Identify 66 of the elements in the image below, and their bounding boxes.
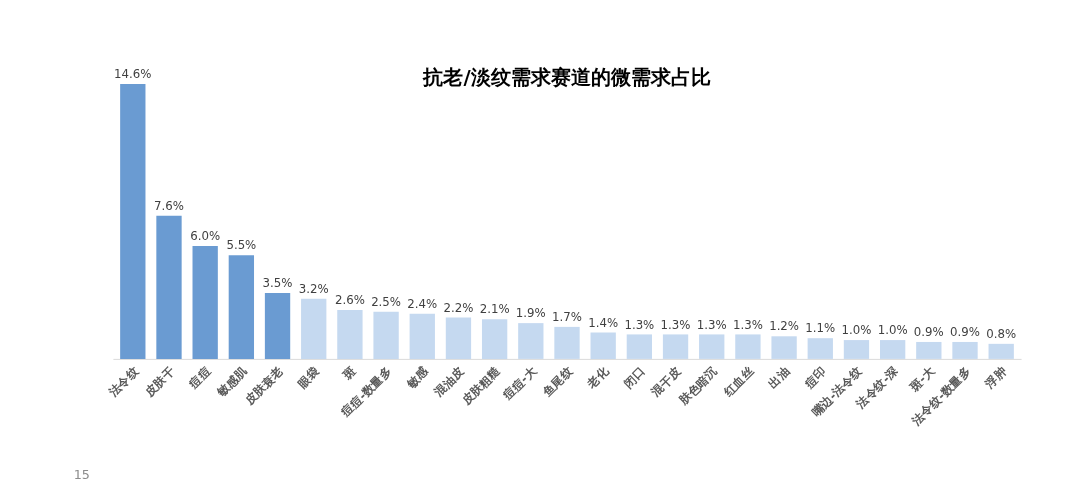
chart-title: 抗老/淡纹需求赛道的微需求占比 (422, 65, 711, 89)
bar (228, 255, 255, 359)
bar (518, 323, 544, 359)
text: 15 (73, 466, 90, 482)
bar (626, 334, 653, 359)
data-label: 1.2% (769, 319, 800, 334)
data-label: 0.9% (950, 325, 980, 340)
data-label: 1.3% (624, 317, 655, 332)
data-label: 0.8% (986, 326, 1017, 341)
bar (699, 334, 725, 359)
data-label: 1.4% (588, 315, 619, 330)
bar (771, 336, 797, 359)
data-label: 2.1% (479, 302, 510, 317)
x-tick-label: 红血丝 (720, 363, 757, 400)
x-tick-label: 痘印 (801, 363, 829, 392)
bar (192, 245, 218, 359)
data-label: 2.4% (407, 296, 438, 311)
data-label: 6.0% (190, 229, 221, 244)
bar (481, 319, 508, 359)
bar (554, 326, 580, 359)
data-label: 1.1% (805, 321, 836, 336)
bar (445, 317, 472, 359)
bar (988, 343, 1014, 359)
data-label: 1.0% (877, 323, 908, 338)
x-tick-label: 斑 (339, 363, 359, 383)
bar (843, 340, 870, 359)
bar (301, 298, 327, 359)
x-tick-label: 敏感 (403, 363, 432, 392)
data-label: 3.5% (262, 276, 293, 291)
bar (916, 341, 942, 359)
data-label: 1.3% (660, 317, 691, 332)
bar (952, 341, 978, 359)
bar (735, 334, 761, 359)
data-label: 0.9% (913, 325, 944, 340)
data-label: 1.9% (515, 306, 546, 321)
bar (590, 332, 616, 359)
x-tick-label: 痘痘 (185, 363, 214, 392)
bar (662, 334, 689, 359)
x-tick-label: 斑-大 (906, 363, 938, 395)
data-label: 2.2% (443, 300, 474, 315)
data-label: 5.5% (226, 238, 257, 253)
data-label: 3.2% (298, 281, 329, 296)
x-tick-label: 出油 (765, 363, 793, 391)
bar (409, 313, 435, 359)
data-label: 1.3% (696, 317, 727, 332)
bar (120, 83, 146, 359)
bar (156, 215, 182, 359)
x-tick-label: 闭口 (620, 363, 648, 391)
x-tick-label: 老化 (583, 363, 613, 392)
x-tick-label: 浮肿 (981, 363, 1010, 392)
bar (807, 338, 833, 359)
data-label: 1.7% (552, 310, 582, 324)
data-label: 1.3% (732, 317, 763, 332)
data-label: 14.6% (114, 67, 152, 82)
bar (879, 340, 906, 359)
data-label: 2.6% (334, 293, 365, 308)
data-label: 2.5% (371, 294, 402, 309)
bar (373, 311, 399, 359)
x-tick-label: 眼袋 (295, 363, 323, 391)
bar (337, 309, 363, 359)
data-label: 1.0% (841, 323, 872, 338)
data-label: 7.6% (154, 198, 184, 213)
bar (264, 293, 291, 359)
x-tick-label: 法令纹 (105, 363, 142, 400)
x-tick-label: 鱼尾纹 (539, 363, 576, 400)
x-tick-label: 皮肤干 (141, 363, 178, 400)
